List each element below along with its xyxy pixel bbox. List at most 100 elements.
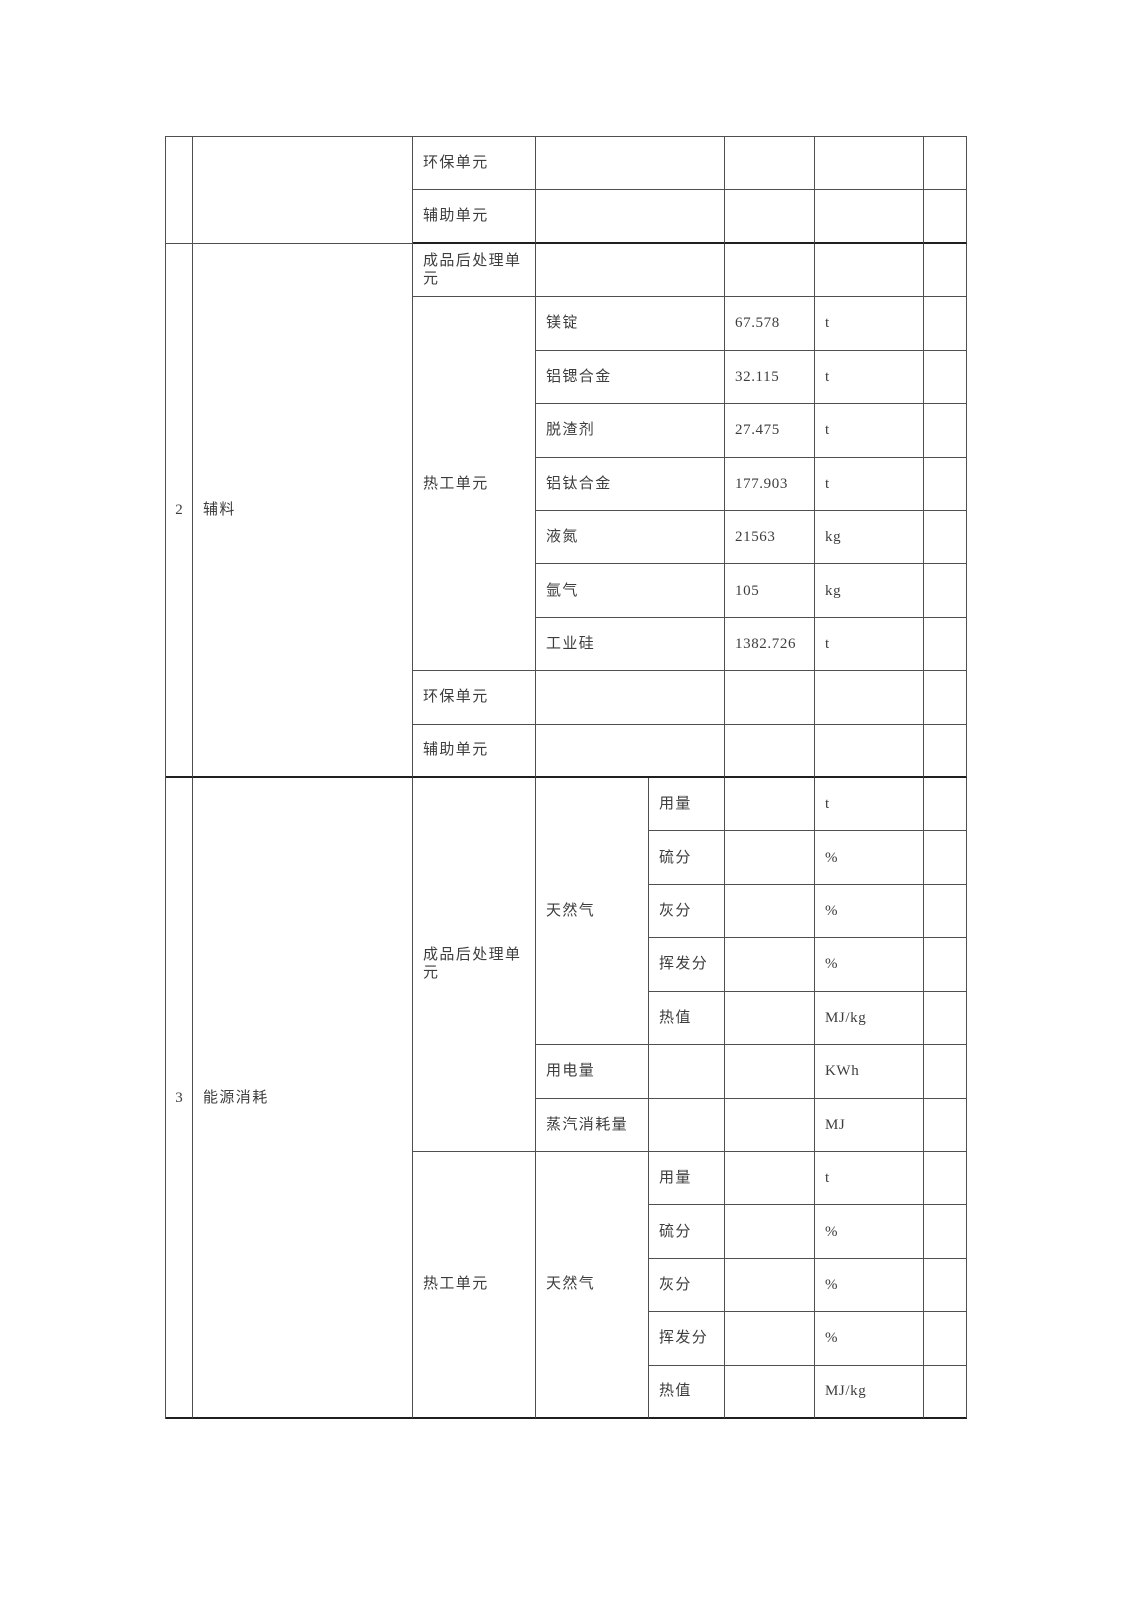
section3-index: 3	[166, 778, 193, 1419]
unit-label-cell	[815, 137, 924, 191]
unit-label-cell: t	[815, 617, 924, 672]
value-cell: 105	[725, 564, 815, 618]
unit-label-cell: KWh	[815, 1045, 924, 1099]
spacer-cell	[924, 350, 967, 405]
consumption-table: 环保单元 辅助单元 2 辅料 成品后处理单元 热工单元 镁锭 67.578 t …	[165, 136, 967, 1419]
unit-cell-thermal: 热工单元	[413, 297, 536, 672]
prop-cell: 用量	[649, 778, 725, 832]
value-cell: 27.475	[725, 404, 815, 458]
unit-label-cell	[815, 671, 924, 725]
value-cell: 32.115	[725, 350, 815, 405]
item-cell-electricity: 用电量	[536, 1045, 649, 1099]
spacer-cell	[924, 778, 967, 832]
unit-label-cell: MJ	[815, 1098, 924, 1152]
item-cell: 氩气	[536, 564, 725, 618]
unit-label-cell: t	[815, 350, 924, 405]
value-cell	[725, 991, 815, 1046]
unit-label-cell: %	[815, 1312, 924, 1366]
item-cell: 铝钛合金	[536, 457, 725, 511]
spacer-cell	[924, 671, 967, 725]
spacer-cell	[924, 724, 967, 778]
spacer-cell	[924, 457, 967, 511]
spacer-cell	[924, 297, 967, 351]
value-cell	[725, 137, 815, 191]
value-cell	[725, 938, 815, 992]
spacer-cell	[924, 1098, 967, 1152]
prop-cell: 灰分	[649, 1258, 725, 1313]
unit-cell-env: 环保单元	[413, 137, 536, 191]
unit-cell-aux: 辅助单元	[413, 190, 536, 244]
spacer-cell	[924, 617, 967, 672]
unit-label-cell	[815, 190, 924, 244]
item-cell-gas: 天然气	[536, 778, 649, 1046]
value-cell	[725, 243, 815, 298]
value-cell	[725, 778, 815, 832]
value-cell	[725, 1205, 815, 1259]
value-cell	[725, 1258, 815, 1313]
section2-category: 辅料	[193, 243, 413, 778]
value-cell	[725, 1312, 815, 1366]
unit-label-cell: %	[815, 938, 924, 992]
item-cell	[536, 137, 725, 191]
value-cell: 67.578	[725, 297, 815, 351]
value-cell	[725, 1151, 815, 1206]
item-cell: 镁锭	[536, 297, 725, 351]
prop-cell: 热值	[649, 1365, 725, 1419]
unit-label-cell: t	[815, 1151, 924, 1206]
unit-cell-thermal: 热工单元	[413, 1151, 536, 1419]
carryover-index-cell	[166, 137, 193, 244]
spacer-cell	[924, 884, 967, 939]
prop-cell	[649, 1098, 725, 1152]
prop-cell: 硫分	[649, 831, 725, 885]
unit-cell-env: 环保单元	[413, 671, 536, 725]
value-cell: 177.903	[725, 457, 815, 511]
unit-label-cell: %	[815, 1205, 924, 1259]
section3-category: 能源消耗	[193, 778, 413, 1419]
section2-index: 2	[166, 243, 193, 778]
prop-cell: 热值	[649, 991, 725, 1046]
item-cell: 液氮	[536, 510, 725, 565]
value-cell	[725, 1045, 815, 1099]
spacer-cell	[924, 510, 967, 565]
item-cell	[536, 671, 725, 725]
spacer-cell	[924, 1045, 967, 1099]
value-cell	[725, 671, 815, 725]
spacer-cell	[924, 831, 967, 885]
spacer-cell	[924, 404, 967, 458]
unit-label-cell: t	[815, 297, 924, 351]
value-cell	[725, 831, 815, 885]
unit-label-cell: t	[815, 404, 924, 458]
spacer-cell	[924, 1205, 967, 1259]
prop-cell: 挥发分	[649, 1312, 725, 1366]
value-cell	[725, 884, 815, 939]
unit-cell-post: 成品后处理单元	[413, 243, 536, 298]
unit-label-cell: %	[815, 884, 924, 939]
unit-label-cell: %	[815, 831, 924, 885]
prop-cell: 挥发分	[649, 938, 725, 992]
unit-label-cell: kg	[815, 510, 924, 565]
unit-label-cell: %	[815, 1258, 924, 1313]
carryover-category-cell	[193, 137, 413, 244]
item-cell	[536, 190, 725, 244]
value-cell: 21563	[725, 510, 815, 565]
value-cell	[725, 1098, 815, 1152]
unit-label-cell: MJ/kg	[815, 991, 924, 1046]
prop-cell: 用量	[649, 1151, 725, 1206]
item-cell: 铝锶合金	[536, 350, 725, 405]
spacer-cell	[924, 1312, 967, 1366]
spacer-cell	[924, 137, 967, 191]
item-cell	[536, 243, 725, 298]
spacer-cell	[924, 1365, 967, 1419]
unit-label-cell	[815, 724, 924, 778]
prop-cell: 灰分	[649, 884, 725, 939]
spacer-cell	[924, 991, 967, 1046]
value-cell: 1382.726	[725, 617, 815, 672]
spacer-cell	[924, 938, 967, 992]
value-cell	[725, 190, 815, 244]
spacer-cell	[924, 243, 967, 298]
unit-label-cell	[815, 243, 924, 298]
item-cell	[536, 724, 725, 778]
unit-label-cell: kg	[815, 564, 924, 618]
prop-cell	[649, 1045, 725, 1099]
